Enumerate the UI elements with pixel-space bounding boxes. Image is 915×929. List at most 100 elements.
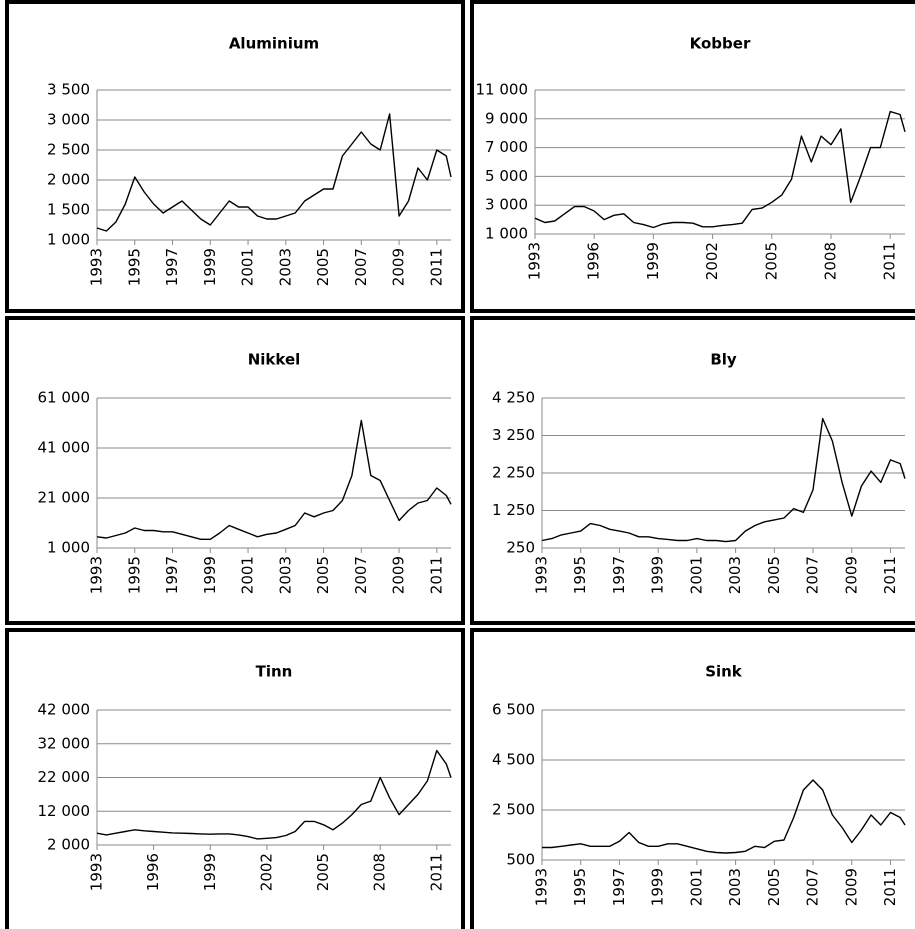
y-tick-label: 32 000 [38, 734, 91, 752]
x-tick-label: 2011 [427, 248, 445, 286]
x-tick-label: 1999 [644, 242, 662, 280]
x-tick-label: 2005 [765, 868, 783, 906]
x-tick-label: 2007 [352, 248, 370, 286]
y-tick-label: 22 000 [38, 768, 91, 786]
x-tick-label: 1999 [201, 853, 219, 891]
x-tick-label: 1995 [125, 556, 143, 594]
panel [5, 628, 465, 929]
x-tick-label: 2001 [687, 556, 705, 594]
y-tick-label: 61 000 [38, 389, 91, 407]
x-tick-label: 1993 [533, 868, 551, 906]
x-tick-label: 1997 [163, 556, 181, 594]
price-line [541, 417, 906, 543]
price-line [542, 779, 906, 854]
x-tick-label: 1999 [201, 248, 219, 286]
x-tick-label: 2011 [881, 868, 899, 906]
y-tick-label: 2 250 [492, 464, 535, 482]
x-tick-label: 1997 [163, 248, 181, 286]
y-tick-label: 500 [506, 851, 535, 869]
price-line [96, 113, 452, 232]
panel [5, 0, 465, 313]
y-tick-label: 3 250 [492, 426, 535, 444]
y-tick-label: 3 000 [485, 196, 528, 214]
x-tick-label: 2003 [726, 556, 744, 594]
y-tick-label: 4 500 [492, 751, 535, 769]
x-tick-label: 1993 [88, 556, 106, 594]
y-tick-label: 11 000 [476, 81, 529, 99]
price-line [96, 749, 452, 840]
x-tick-label: 2011 [427, 556, 445, 594]
y-tick-label: 2 500 [47, 141, 90, 159]
x-tick-label: 1995 [571, 556, 589, 594]
y-tick-label: 21 000 [38, 489, 91, 507]
y-tick-label: 12 000 [38, 802, 91, 820]
y-tick-label: 6 500 [492, 701, 535, 719]
x-tick-label: 1993 [88, 853, 106, 891]
chart-title: Nikkel [248, 351, 301, 369]
x-tick-label: 2005 [314, 853, 332, 891]
chart-title: Aluminium [229, 35, 319, 53]
x-tick-label: 1997 [610, 868, 628, 906]
x-tick-label: 2001 [239, 248, 257, 286]
y-tick-label: 1 000 [485, 225, 528, 243]
x-tick-label: 2005 [314, 556, 332, 594]
panel [470, 316, 915, 625]
y-tick-label: 1 500 [47, 201, 90, 219]
y-tick-label: 9 000 [485, 109, 528, 127]
panel [5, 316, 465, 625]
x-tick-label: 2003 [276, 556, 294, 594]
x-tick-label: 1999 [201, 556, 219, 594]
x-tick-label: 2011 [427, 853, 445, 891]
x-tick-label: 1999 [649, 868, 667, 906]
x-tick-label: 2005 [314, 248, 332, 286]
x-tick-label: 2011 [881, 556, 899, 594]
y-tick-label: 2 000 [47, 836, 90, 854]
y-tick-label: 2 500 [492, 801, 535, 819]
x-tick-label: 2007 [804, 868, 822, 906]
y-tick-label: 1 000 [47, 231, 90, 249]
price-line [96, 419, 452, 540]
x-tick-label: 1999 [649, 556, 667, 594]
y-tick-label: 5 000 [485, 167, 528, 185]
x-tick-label: 2001 [239, 556, 257, 594]
y-tick-label: 7 000 [485, 138, 528, 156]
panel [470, 0, 915, 313]
x-tick-label: 2011 [881, 242, 899, 280]
x-tick-label: 2003 [726, 868, 744, 906]
x-tick-label: 2001 [687, 868, 705, 906]
y-tick-label: 1 250 [492, 501, 535, 519]
x-tick-label: 1993 [88, 248, 106, 286]
x-tick-label: 2007 [804, 556, 822, 594]
x-tick-label: 1996 [144, 853, 162, 891]
chart-title: Tinn [256, 663, 293, 681]
chart-title: Sink [705, 663, 743, 681]
x-tick-label: 2009 [842, 556, 860, 594]
x-tick-label: 2003 [276, 248, 294, 286]
y-tick-label: 42 000 [38, 701, 91, 719]
chart-title: Kobber [690, 35, 751, 53]
x-tick-label: 1997 [610, 556, 628, 594]
y-tick-label: 41 000 [38, 439, 91, 457]
x-tick-label: 1996 [585, 242, 603, 280]
y-tick-label: 2 000 [47, 171, 90, 189]
x-tick-label: 2002 [257, 853, 275, 891]
chart-title: Bly [710, 351, 737, 369]
x-tick-label: 2009 [842, 868, 860, 906]
x-tick-label: 1993 [526, 242, 544, 280]
x-tick-label: 1995 [125, 248, 143, 286]
x-tick-label: 2008 [822, 242, 840, 280]
x-tick-label: 1995 [571, 868, 589, 906]
x-tick-label: 1993 [533, 556, 551, 594]
y-tick-label: 4 250 [492, 389, 535, 407]
y-tick-label: 3 000 [47, 111, 90, 129]
x-tick-label: 2005 [765, 556, 783, 594]
x-tick-label: 2008 [371, 853, 389, 891]
x-tick-label: 2002 [703, 242, 721, 280]
x-tick-label: 2005 [762, 242, 780, 280]
y-tick-label: 250 [506, 539, 535, 557]
x-tick-label: 2009 [390, 556, 408, 594]
y-tick-label: 3 500 [47, 81, 90, 99]
x-tick-label: 2007 [352, 556, 370, 594]
